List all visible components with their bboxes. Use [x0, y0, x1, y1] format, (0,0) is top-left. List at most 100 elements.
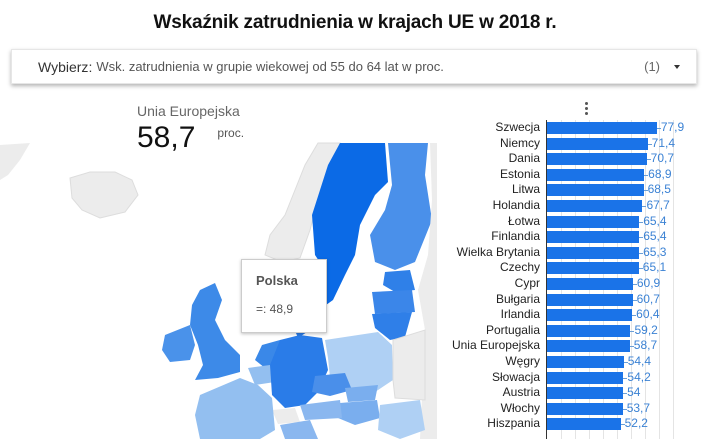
bar-leader-line [632, 315, 637, 317]
bar-row[interactable]: Bułgaria 60,7 [0, 292, 710, 308]
tooltip-value: =: 48,9 [256, 302, 294, 316]
bar[interactable] [547, 153, 647, 166]
bar-value-label: 65,4 [643, 229, 667, 244]
switzerland-shape [272, 408, 300, 424]
bar-label: Niemcy [499, 135, 540, 150]
bar[interactable] [547, 293, 633, 306]
bar[interactable] [547, 278, 633, 290]
finland-shape [370, 143, 432, 270]
bar-row[interactable]: Dania 70,7 [0, 151, 710, 167]
bar-row[interactable]: Estonia 68,9 [0, 167, 710, 183]
scorecard-value: 58,7 [137, 121, 196, 154]
slovakia-shape [345, 385, 378, 402]
bar[interactable] [547, 356, 624, 368]
bar-label: Unia Europejska [451, 338, 540, 353]
bar-label: Bułgaria [495, 291, 540, 306]
bar-label: Austria [502, 385, 540, 400]
more-vert-icon[interactable] [585, 102, 589, 117]
bar[interactable] [547, 215, 640, 228]
bar[interactable] [547, 262, 639, 275]
bar-label: Słowacja [491, 369, 540, 384]
romania-shape [378, 400, 425, 439]
bar[interactable] [547, 324, 631, 337]
russia-shape [418, 143, 437, 439]
bar[interactable] [547, 122, 657, 134]
bar-row[interactable]: Łotwa 65,4 [0, 214, 710, 230]
bar-leader-line [647, 143, 652, 145]
bar-row[interactable]: Finlandia 65,4 [0, 229, 710, 245]
bar[interactable] [547, 340, 630, 353]
iceland-shape [69, 171, 139, 219]
bar-label: Włochy [500, 400, 540, 415]
bar-value-label: 67,7 [646, 198, 670, 212]
bar-row[interactable]: Włochy 53,7 [0, 401, 710, 417]
belgium-shape [248, 365, 275, 385]
bar-row[interactable]: Wielka Brytania 65,3 [0, 245, 710, 261]
uk-shape [190, 283, 240, 380]
ireland-shape [162, 325, 195, 362]
bar[interactable] [547, 371, 624, 384]
hungary-shape [338, 400, 380, 425]
bar-row[interactable]: Węgry 54,4 [0, 354, 710, 370]
bar-value-label: 71,4 [651, 135, 676, 150]
bar[interactable] [547, 231, 640, 244]
bar-value-label: 54,4 [627, 354, 652, 368]
bar-leader-line [646, 159, 651, 161]
bar-label: Irlandia [500, 307, 540, 322]
bar-row[interactable]: Czechy 65,1 [0, 260, 710, 276]
estonia-shape [383, 270, 415, 292]
selector-count: (1) [644, 59, 660, 74]
bar-row[interactable]: Holandia 67,7 [0, 198, 710, 214]
bar-row[interactable]: Słowacja 54,2 [0, 370, 710, 386]
bar[interactable] [547, 137, 648, 150]
bar[interactable] [547, 184, 644, 197]
bar-leader-line [639, 252, 644, 254]
czech-shape [312, 373, 352, 396]
eu-scorecard: Unia Europejska 58,7 proc. [137, 103, 244, 155]
scorecard-name: Unia Europejska [137, 103, 240, 119]
bar[interactable] [547, 168, 645, 181]
bar-row[interactable]: Hiszpania 52,2 [0, 416, 710, 432]
bar-label: Czechy [499, 260, 540, 275]
bar-row[interactable]: Unia Europejska 58,7 [0, 338, 710, 354]
italy-shape [280, 420, 318, 439]
bar-leader-line [623, 377, 628, 379]
bar-label: Cypr [514, 276, 540, 290]
metric-selector-dropdown[interactable]: Wybierz: Wsk. zatrudnienia w grupie wiek… [11, 49, 697, 84]
bar[interactable] [547, 309, 633, 322]
choropleth-map[interactable] [0, 130, 437, 439]
dropdown-caret-icon[interactable] [674, 64, 680, 69]
bar-value-label: 77,9 [660, 120, 685, 134]
bar-value-label: 68,5 [647, 182, 671, 197]
bar[interactable] [547, 402, 623, 415]
bar-row[interactable]: Cypr 60,9 [0, 276, 710, 292]
bar-row[interactable]: Niemcy 71,4 [0, 136, 710, 152]
bar-label: Wielka Brytania [456, 244, 540, 259]
bar-label: Szwecja [495, 120, 540, 134]
bar[interactable] [547, 387, 624, 400]
tooltip-country: Polska [256, 273, 298, 288]
bar-leader-line [644, 174, 649, 176]
bar-value-label: 54 [627, 385, 641, 400]
bar-value-label: 65,4 [643, 213, 667, 228]
bar-row[interactable]: Portugalia 59,2 [0, 323, 710, 339]
bar-leader-line [623, 362, 628, 363]
bar-row[interactable]: Irlandia 60,4 [0, 307, 710, 323]
austria-shape [300, 400, 342, 420]
bar-leader-line [638, 268, 643, 270]
belarus-shape [392, 329, 426, 401]
bar-row[interactable]: Austria 54 [0, 385, 710, 401]
bar-label: Dania [508, 151, 540, 166]
bar-leader-line [620, 424, 625, 426]
bar-value-label: 53,7 [626, 400, 651, 415]
bar-row[interactable]: Szwecja 77,9 [0, 120, 710, 136]
bar-label: Węgry [505, 354, 540, 368]
bar[interactable] [547, 418, 621, 431]
selector-label: Wybierz: [38, 58, 93, 75]
bar[interactable] [547, 246, 640, 259]
bar[interactable] [547, 200, 643, 212]
bar-label: Łotwa [507, 213, 540, 228]
bar-value-label: 65,1 [642, 260, 667, 275]
bar-row[interactable]: Litwa 68,5 [0, 182, 710, 198]
france-shape [195, 378, 275, 439]
